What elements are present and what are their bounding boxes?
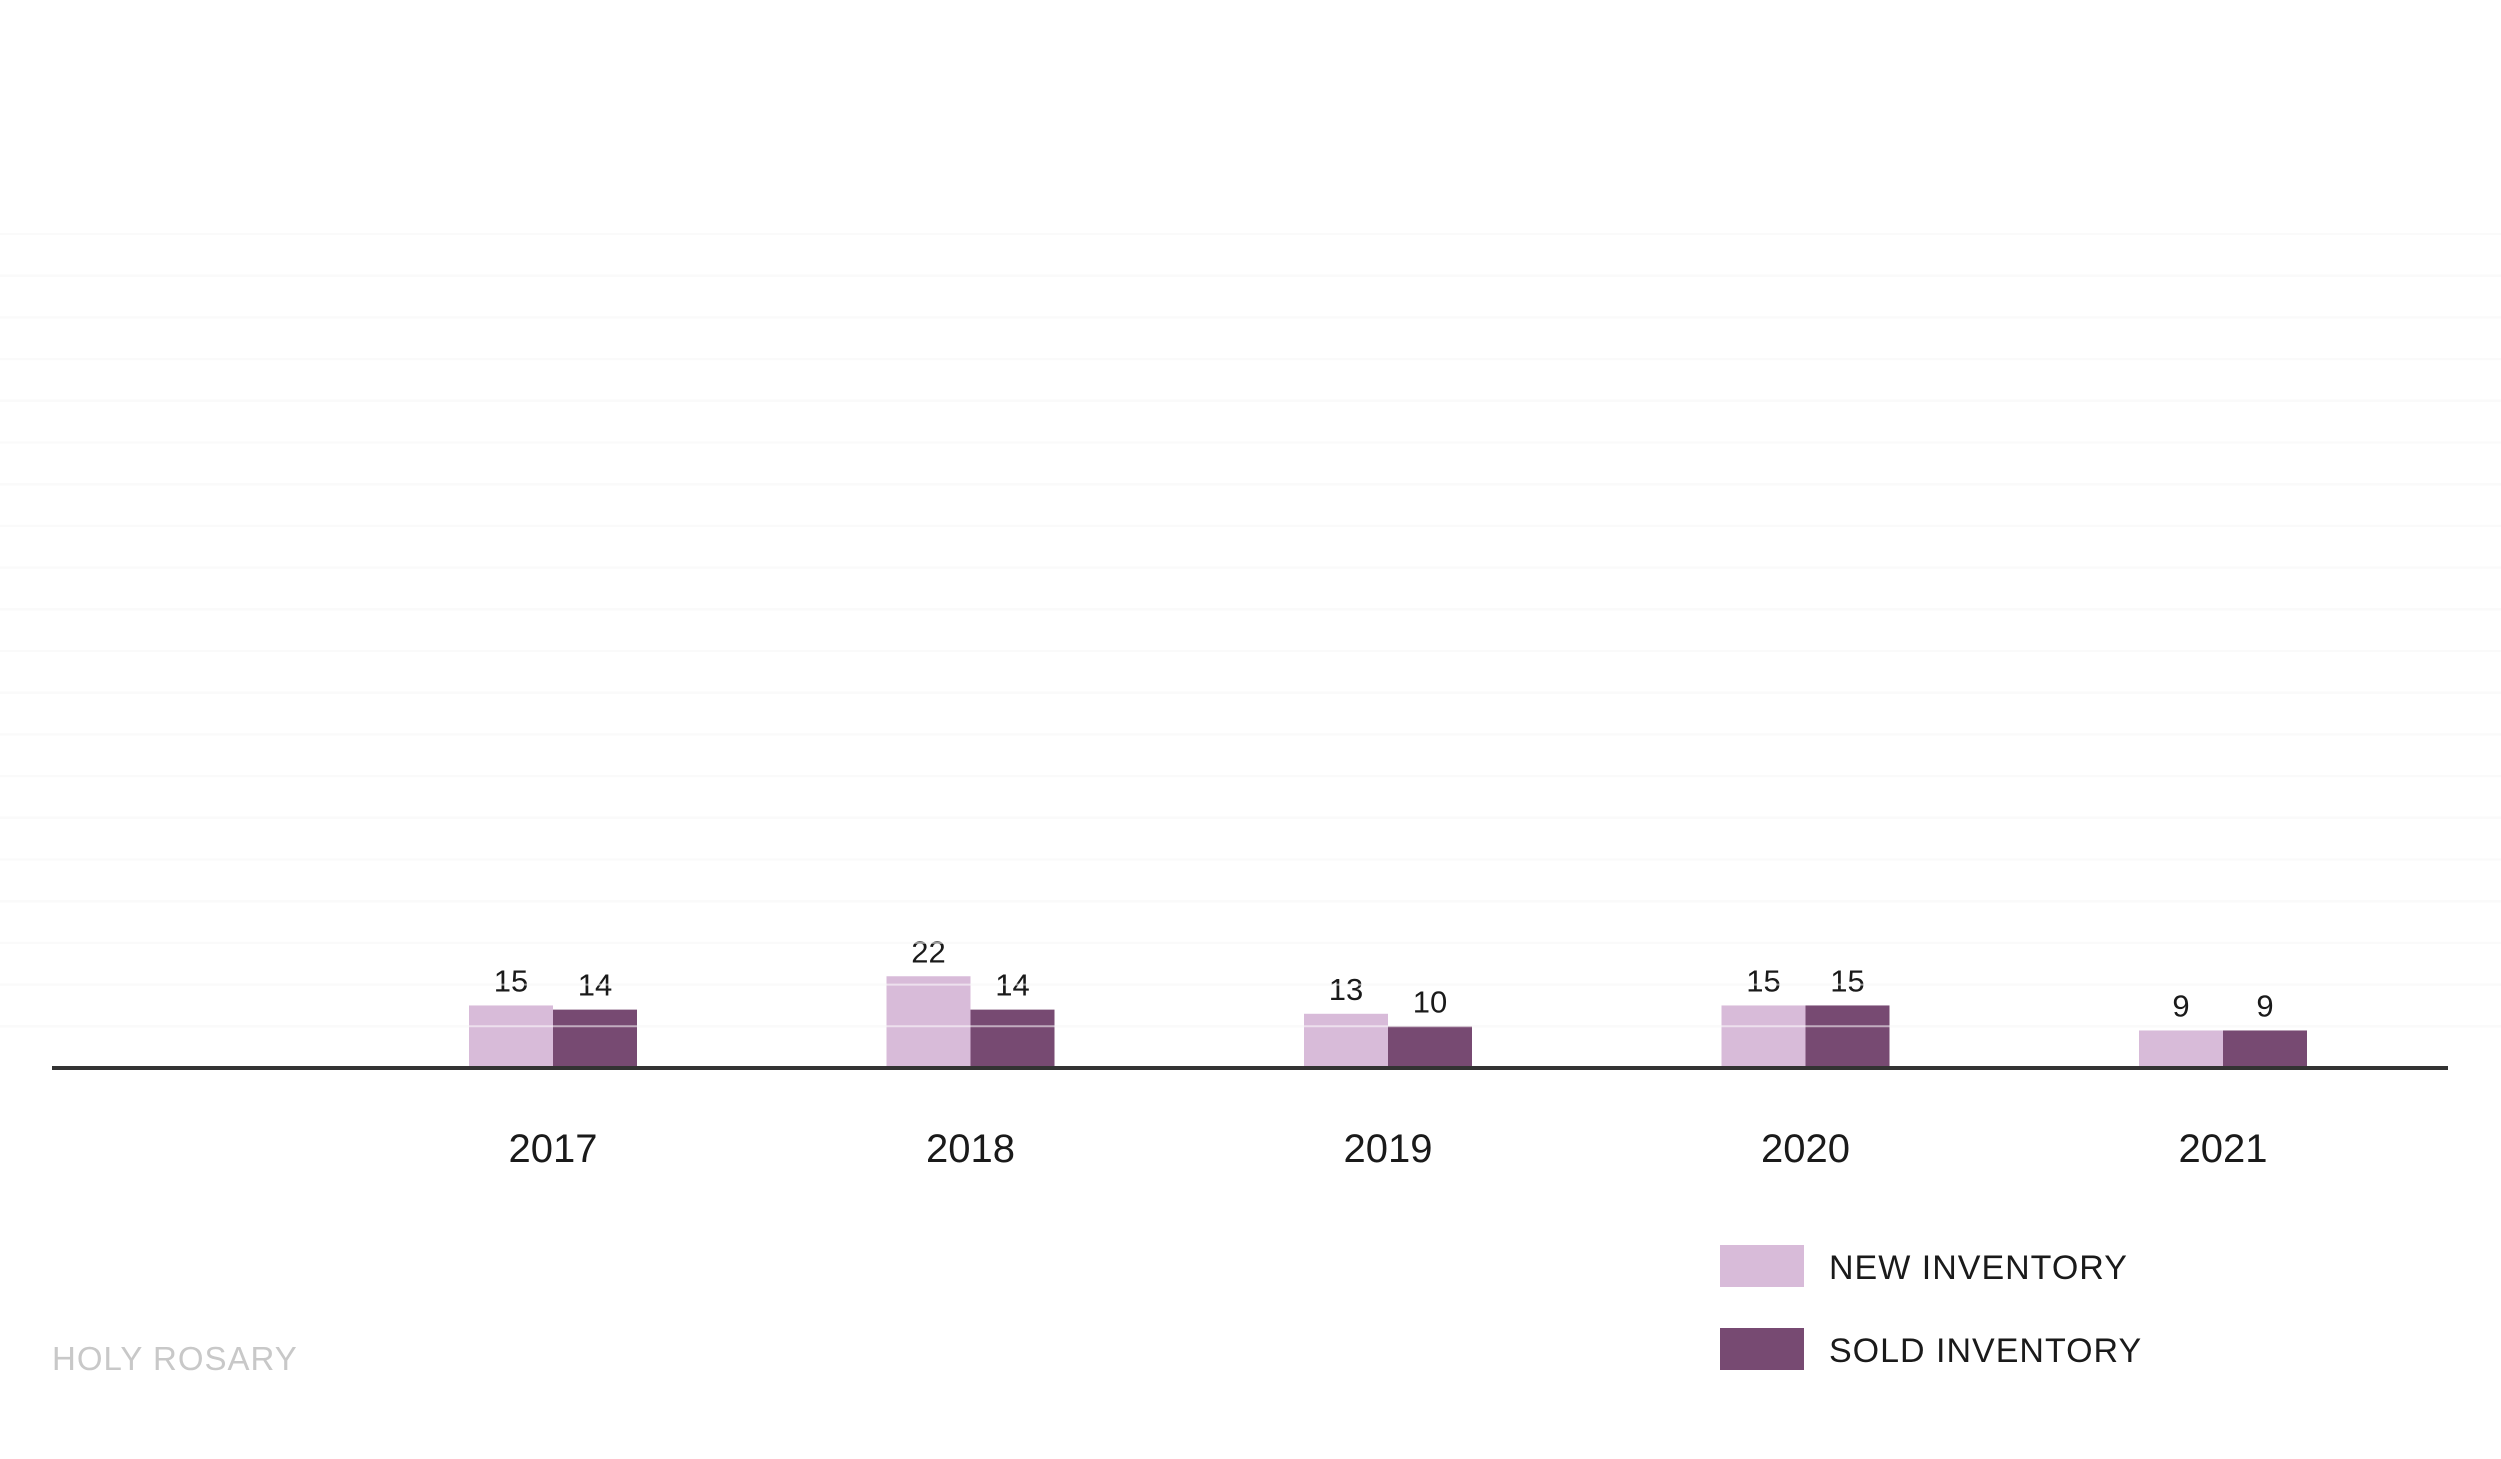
legend-label-new-inventory: NEW INVENTORY <box>1829 1249 2128 1287</box>
bar-sold-inventory-2020 <box>1805 1005 1890 1068</box>
value-label-sold-inventory-2021: 9 <box>2256 988 2273 1023</box>
x-tick-label-2019: 2019 <box>1344 1127 1433 1171</box>
legend: NEW INVENTORY SOLD INVENTORY <box>1720 1245 2142 1370</box>
value-label-new-inventory-2017: 15 <box>494 963 528 998</box>
value-label-new-inventory-2019: 13 <box>1329 972 1363 1007</box>
bars <box>469 976 2307 1068</box>
x-tick-label-2017: 2017 <box>509 1127 598 1171</box>
value-label-sold-inventory-2019: 10 <box>1413 984 1447 1019</box>
value-label-new-inventory-2020: 15 <box>1746 963 1780 998</box>
x-tick-label-2018: 2018 <box>926 1127 1015 1171</box>
legend-swatch-sold-inventory <box>1720 1328 1804 1370</box>
bar-sold-inventory-2018 <box>970 1009 1055 1068</box>
bar-new-inventory-2021 <box>2139 1030 2223 1068</box>
x-tick-label-2021: 2021 <box>2179 1127 2268 1171</box>
gridlines <box>0 233 2501 1028</box>
x-tick-label-2020: 2020 <box>1761 1127 1850 1171</box>
legend-swatch-new-inventory <box>1720 1245 1804 1287</box>
bar-new-inventory-2017 <box>469 1005 553 1068</box>
bar-new-inventory-2018 <box>886 976 971 1068</box>
legend-label-sold-inventory: SOLD INVENTORY <box>1829 1332 2142 1370</box>
value-label-new-inventory-2018: 22 <box>911 934 945 969</box>
bar-new-inventory-2019 <box>1304 1013 1388 1068</box>
bar-new-inventory-2020 <box>1721 1005 1806 1068</box>
value-label-sold-inventory-2020: 15 <box>1830 963 1864 998</box>
watermark-text: HOLY ROSARY <box>52 1340 298 1377</box>
bar-sold-inventory-2017 <box>553 1009 637 1068</box>
bar-sold-inventory-2019 <box>1388 1026 1472 1068</box>
bar-sold-inventory-2021 <box>2223 1030 2307 1068</box>
value-label-new-inventory-2021: 9 <box>2172 988 2189 1023</box>
x-tick-labels: 2017 2018 2019 2020 2021 <box>509 1127 2268 1171</box>
